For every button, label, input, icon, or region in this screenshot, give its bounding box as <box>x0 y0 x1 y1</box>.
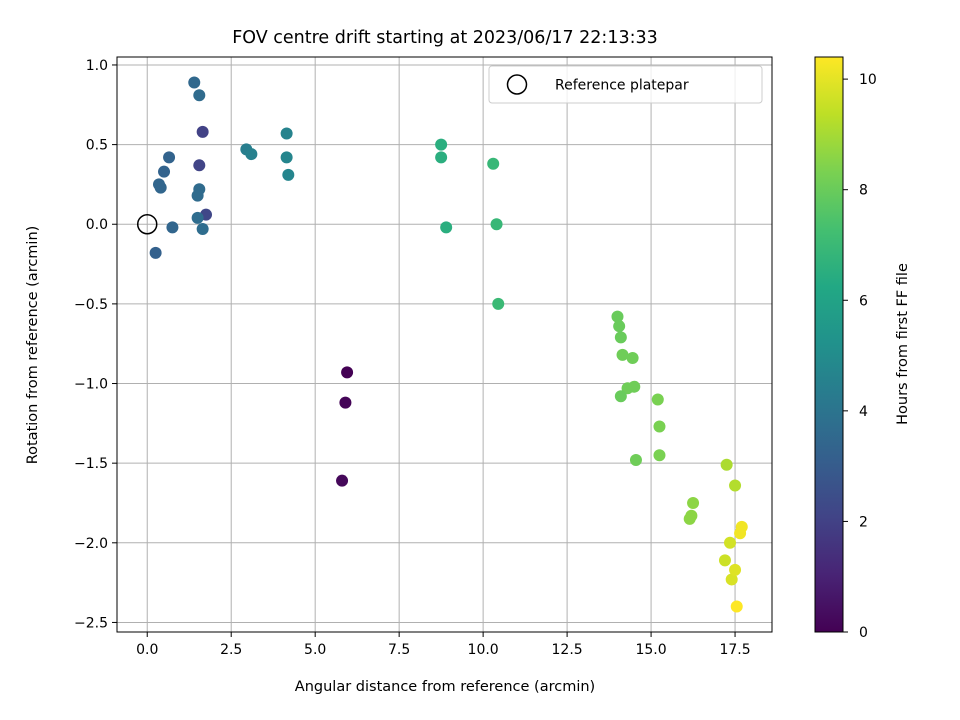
data-point <box>490 218 503 231</box>
data-point <box>492 297 505 310</box>
y-tick-label: 1.0 <box>86 58 108 74</box>
data-point <box>282 168 295 181</box>
x-tick-label: 5.0 <box>304 642 326 658</box>
data-point <box>730 600 743 613</box>
reference-point-marker <box>136 213 158 235</box>
x-tick-label: 12.5 <box>552 642 583 658</box>
colorbar: 0 2 4 6 8 10 Hours from first FF file <box>814 56 911 641</box>
data-point <box>154 181 167 194</box>
legend-label-reference: Reference platepar <box>555 78 689 94</box>
colorbar-tick-label: 2 <box>859 514 868 530</box>
x-tick-label: 2.5 <box>220 642 242 658</box>
y-tick-label: 0.0 <box>86 217 108 233</box>
data-point <box>245 148 258 161</box>
data-point <box>487 157 500 170</box>
y-tick-label: −0.5 <box>74 297 108 313</box>
data-point <box>163 151 176 164</box>
data-point <box>435 138 448 151</box>
data-point <box>651 393 664 406</box>
data-point <box>687 496 700 509</box>
data-point <box>149 246 162 259</box>
data-points <box>149 76 748 613</box>
data-point <box>341 366 354 379</box>
data-point <box>336 474 349 487</box>
data-point <box>191 189 204 202</box>
data-point <box>280 151 293 164</box>
data-point <box>626 352 639 365</box>
data-point <box>613 320 626 333</box>
colorbar-gradient <box>814 56 844 633</box>
colorbar-tick-label: 6 <box>859 293 868 309</box>
data-point <box>734 527 747 540</box>
chart-title: FOV centre drift starting at 2023/06/17 … <box>232 28 658 48</box>
y-tick-label: −2.0 <box>74 536 108 552</box>
data-point <box>193 159 206 172</box>
data-point <box>614 331 627 344</box>
data-point <box>729 563 742 576</box>
y-axis-ticks: 1.0 0.5 0.0 −0.5 −1.0 −1.5 −2.0 −2.5 <box>74 58 117 631</box>
y-tick-label: −2.5 <box>74 615 108 631</box>
colorbar-tick-label: 10 <box>859 72 877 88</box>
colorbar-label: Hours from first FF file <box>895 263 911 425</box>
data-point <box>440 221 453 234</box>
grid <box>117 57 772 632</box>
colorbar-tick-label: 0 <box>859 625 868 641</box>
legend-box <box>488 65 763 104</box>
data-point <box>653 449 666 462</box>
x-tick-label: 7.5 <box>388 642 410 658</box>
data-point <box>614 390 627 403</box>
data-point <box>729 479 742 492</box>
data-point <box>629 453 642 466</box>
x-tick-label: 17.5 <box>719 642 750 658</box>
data-point <box>196 223 209 236</box>
data-point <box>616 348 629 361</box>
y-tick-label: −1.5 <box>74 456 108 472</box>
x-axis-label: Angular distance from reference (arcmin) <box>295 679 595 695</box>
x-tick-label: 10.0 <box>468 642 499 658</box>
y-tick-label: 0.5 <box>86 138 108 154</box>
data-point <box>280 127 293 140</box>
data-point <box>193 89 206 102</box>
legend-open-circle-icon <box>506 74 528 95</box>
y-axis-label: Rotation from reference (arcmin) <box>25 226 41 465</box>
colorbar-ticks: 0 2 4 6 8 10 <box>843 72 877 641</box>
plot-frame <box>116 56 773 633</box>
data-point <box>628 380 641 393</box>
data-point <box>683 512 696 525</box>
data-point <box>435 151 448 164</box>
x-tick-label: 15.0 <box>635 642 666 658</box>
data-point <box>724 536 737 549</box>
data-point <box>339 396 352 409</box>
data-point <box>653 420 666 433</box>
colorbar-tick-label: 4 <box>859 404 868 420</box>
data-point <box>196 125 209 138</box>
data-point <box>718 554 731 567</box>
data-point <box>720 458 733 471</box>
x-axis-ticks: 0.0 2.5 5.0 7.5 10.0 12.5 15.0 17.5 <box>136 632 751 658</box>
legend: Reference platepar <box>488 65 763 104</box>
colorbar-tick-label: 8 <box>859 183 868 199</box>
data-point <box>191 211 204 224</box>
data-point <box>611 310 624 323</box>
x-tick-label: 0.0 <box>136 642 158 658</box>
data-point <box>166 221 179 234</box>
y-tick-label: −1.0 <box>74 377 108 393</box>
data-point <box>725 573 738 586</box>
data-point <box>158 165 171 178</box>
data-point <box>188 76 201 89</box>
